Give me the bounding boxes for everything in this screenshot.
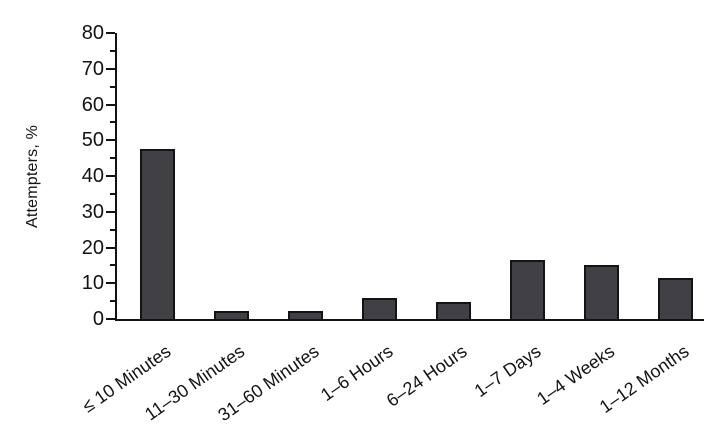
bar-3: [287, 310, 323, 319]
plot-area: 0 10 20 30 40 50 60 70 80 ≤ 10 Minutes 11–30 Minu…: [79, 22, 704, 425]
y-major-tick: [106, 282, 115, 285]
bar-6: [509, 259, 545, 319]
y-tick-label: 10: [81, 272, 104, 295]
y-major-tick: [106, 103, 115, 106]
y-tick-label: 40: [81, 165, 104, 187]
y-axis-title: Attempters, %: [24, 124, 41, 228]
y-tick-label: 70: [81, 57, 104, 80]
y-tick-label: 80: [81, 22, 104, 44]
x-tick-label: 6–24 Hours: [382, 341, 471, 411]
y-minor-tick: [110, 264, 115, 267]
y-minor-tick: [110, 85, 115, 88]
y-minor-tick: [110, 192, 115, 195]
y-minor-tick: [110, 157, 115, 160]
y-tick-label: 50: [81, 129, 104, 152]
bar-8: [657, 277, 693, 319]
y-major-tick: [106, 175, 115, 177]
y-major-tick: [106, 32, 115, 34]
y-tick-label: 30: [81, 200, 104, 223]
y-major-tick: [106, 246, 115, 249]
bar-1: [139, 149, 175, 319]
y-major-tick: [106, 318, 115, 320]
y-major-tick: [106, 139, 115, 142]
y-minor-tick: [110, 228, 115, 231]
bar-5: [435, 302, 471, 319]
bar-7: [583, 265, 619, 319]
y-minor-tick: [110, 121, 115, 124]
y-major-tick: [106, 210, 115, 213]
bar-2: [213, 310, 249, 319]
y-minor-tick: [110, 49, 115, 52]
bar-4: [361, 298, 397, 319]
y-minor-tick: [110, 300, 115, 303]
y-tick-label: 60: [81, 93, 104, 116]
y-tick-label: 0: [92, 308, 104, 330]
y-major-tick: [106, 67, 115, 70]
y-tick-label: 20: [81, 236, 104, 259]
